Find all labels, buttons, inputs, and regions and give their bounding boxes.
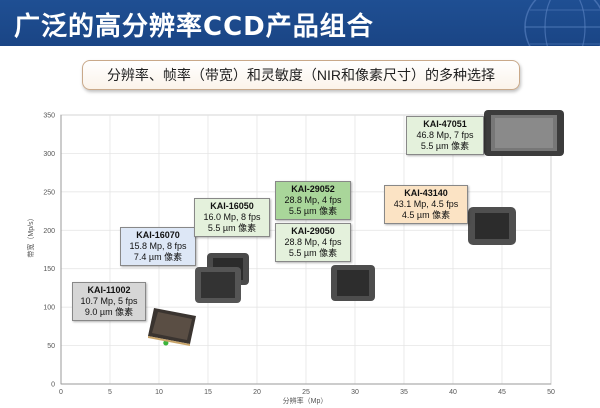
header-bar: 广泛的高分辨率CCD产品组合 [0, 0, 600, 46]
x-tick-label: 15 [204, 389, 212, 396]
sensor-chip-kai-47051 [483, 109, 565, 162]
y-tick-label: 250 [43, 189, 55, 196]
y-tick-label: 200 [43, 228, 55, 235]
x-tick-label: 5 [108, 389, 112, 396]
y-axis-label: 带宽（Mp/s） [26, 214, 35, 257]
sensor-chip-kai-11002 [146, 306, 198, 351]
x-axis-label: 分辨率（Mp） [283, 396, 328, 405]
y-tick-label: 100 [43, 305, 55, 312]
y-tick-label: 350 [43, 113, 55, 120]
x-tick-label: 30 [351, 389, 359, 396]
page-title: 广泛的高分辨率CCD产品组合 [14, 12, 374, 42]
sensor-chip-kai-43140 [467, 206, 517, 251]
label-kai-43140: KAI-43140 43.1 Mp, 4.5 fps 4.5 µm 像素 [384, 185, 468, 224]
y-tick-label: 50 [47, 343, 55, 350]
y-tick-label: 0 [51, 382, 55, 389]
label-kai-47051: KAI-47051 46.8 Mp, 7 fps 5.5 µm 像素 [406, 116, 484, 155]
label-kai-16070: KAI-16070 15.8 Mp, 8 fps 7.4 µm 像素 [120, 227, 196, 266]
label-kai-29052: KAI-29052 28.8 Mp, 4 fps 5.5 µm 像素 [275, 181, 351, 220]
x-tick-label: 45 [498, 389, 506, 396]
sensor-chip-kai-29050 [330, 264, 376, 307]
x-tick-label: 10 [155, 389, 163, 396]
x-tick-label: 25 [302, 389, 310, 396]
label-kai-11002: KAI-11002 10.7 Mp, 5 fps 9.0 µm 像素 [72, 282, 146, 321]
subtitle-banner: 分辨率、帧率（带宽）和灵敏度（NIR和像素尺寸）的多种选择 [82, 60, 520, 90]
label-kai-16050: KAI-16050 16.0 Mp, 8 fps 5.5 µm 像素 [194, 198, 270, 237]
y-tick-label: 300 [43, 151, 55, 158]
x-tick-label: 20 [253, 389, 261, 396]
x-tick-label: 35 [400, 389, 408, 396]
x-tick-label: 50 [547, 389, 555, 396]
label-kai-29050: KAI-29050 28.8 Mp, 4 fps 5.5 µm 像素 [275, 223, 351, 262]
y-tick-label: 150 [43, 266, 55, 273]
x-tick-label: 0 [59, 389, 63, 396]
x-tick-label: 40 [449, 389, 457, 396]
globe-logo-icon [524, 0, 600, 46]
sensor-chip-kai-16070 [194, 266, 242, 309]
